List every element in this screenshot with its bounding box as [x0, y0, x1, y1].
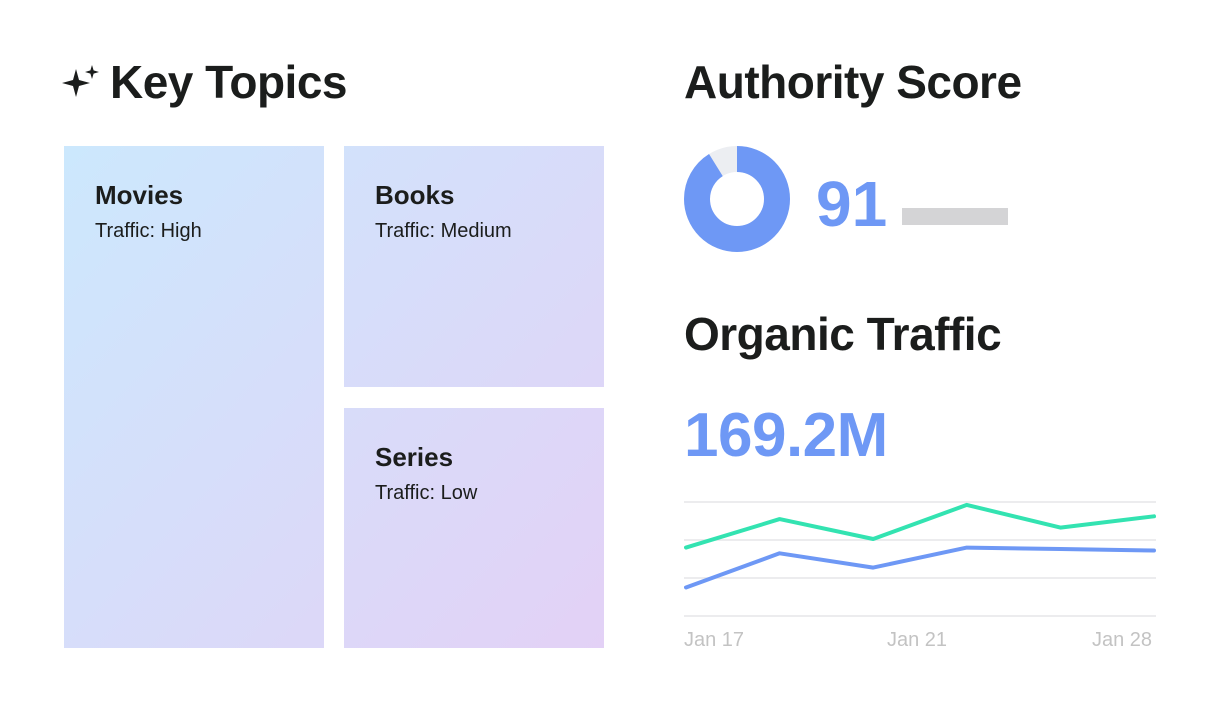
x-tick-label: Jan 17 [684, 629, 745, 651]
series-line-1 [684, 502, 1156, 550]
topic-tile-series[interactable]: Series Traffic: Low [344, 408, 604, 648]
tile-name: Series [375, 442, 454, 472]
tile-traffic-label: Traffic: Low [375, 482, 478, 504]
topic-tile-movies[interactable]: Movies Traffic: High [64, 146, 324, 648]
authority-score-bar [902, 208, 1008, 225]
organic-traffic-chart [684, 501, 1156, 617]
organic-traffic-title: Organic Traffic [684, 308, 1002, 360]
tile-name: Books [375, 180, 455, 210]
x-tick-label: Jan 28 [1092, 629, 1153, 651]
key-topics-header: Key Topics [62, 54, 348, 110]
key-topics-title: Key Topics [110, 56, 348, 108]
sparkles-icon [62, 65, 99, 97]
series-line-2 [684, 545, 1156, 590]
tile-traffic-label: Traffic: Medium [375, 220, 512, 242]
authority-score-title: Authority Score [684, 56, 1022, 108]
tile-traffic-label: Traffic: High [95, 220, 202, 242]
organic-traffic-value: 169.2M [684, 401, 888, 470]
tile-background [64, 146, 324, 648]
tile-background [344, 146, 604, 387]
topic-tile-books[interactable]: Books Traffic: Medium [344, 146, 604, 387]
donut-value-arc [684, 146, 790, 252]
authority-score-donut [684, 146, 790, 252]
authority-score-value: 91 [816, 168, 888, 240]
tile-name: Movies [95, 180, 184, 210]
x-tick-label: Jan 21 [887, 629, 948, 651]
tile-background [344, 408, 604, 648]
